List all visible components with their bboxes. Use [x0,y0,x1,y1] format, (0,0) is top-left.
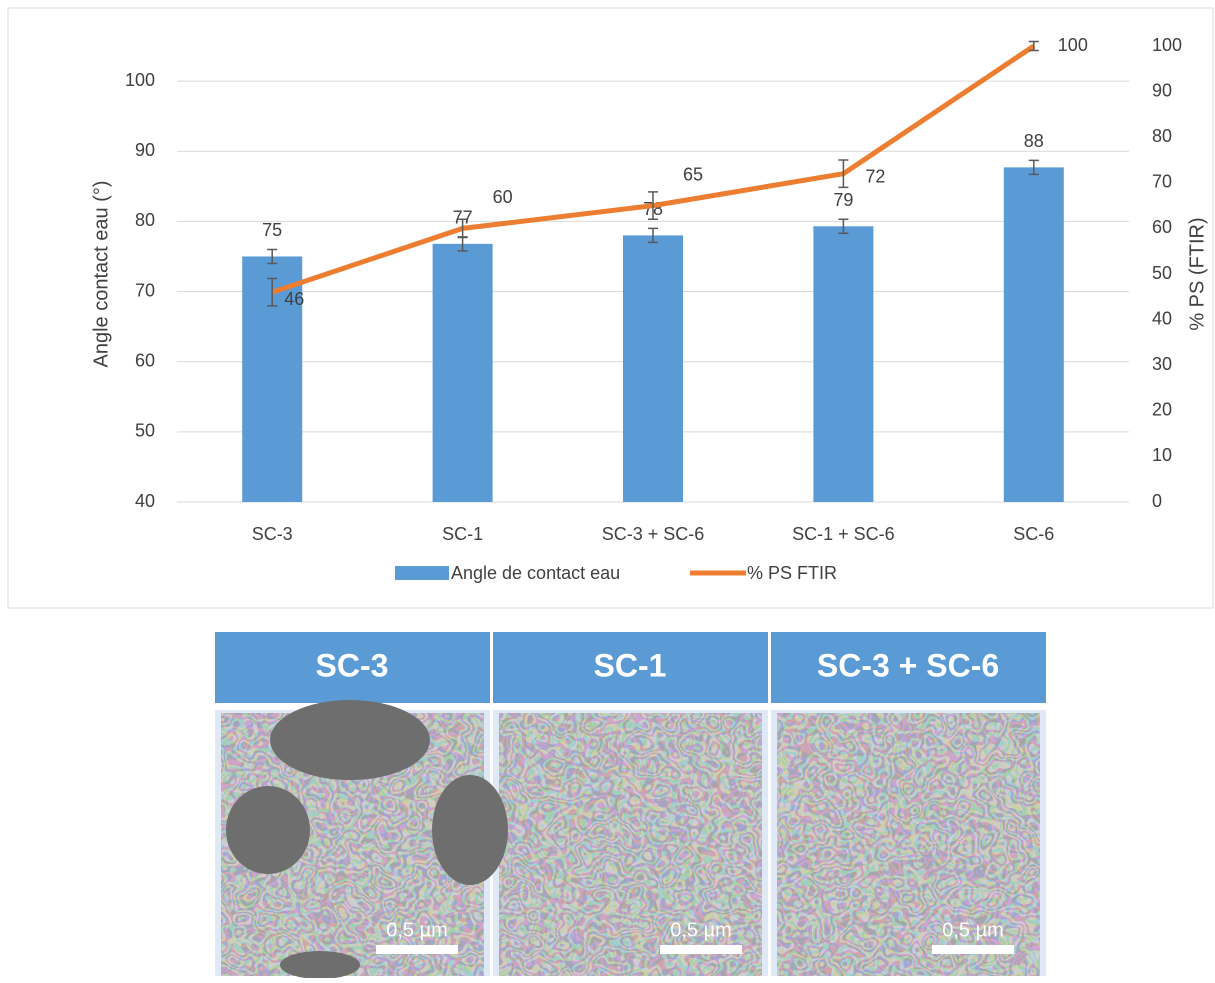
scale-label: 0,5 µm [386,919,448,941]
x-tick-label: SC-3 + SC-6 [602,524,705,544]
sem-image [499,713,762,976]
panel-label: SC-3 + SC-6 [817,647,999,683]
error-bar [838,159,849,189]
sem-image [777,713,1040,976]
panel-header [771,632,1046,703]
bar [813,226,874,502]
error-bar [1028,40,1039,52]
panel-label: SC-3 [316,647,389,683]
scale-bar [376,945,458,954]
y2-tick-label: 0 [1152,491,1162,511]
data-label: 75 [262,220,282,240]
error-bar [1028,159,1039,176]
scale-bar [660,945,742,954]
y-tick-label: 50 [135,421,155,441]
sem-panels: SC-3 SC-1 SC-3 + SC-6 0,5 µm 0,5 µm 0,5 … [215,632,1046,979]
y2-tick-label: 80 [1152,126,1172,146]
y-tick-label: 40 [135,491,155,511]
legend-swatch [395,566,449,580]
bar [432,243,493,502]
y2-tick-label: 20 [1152,400,1172,420]
legend-label: Angle de contact eau [451,563,620,583]
error-bar [457,218,468,239]
data-label: 72 [865,166,885,186]
legend-label: % PS FTIR [747,563,837,583]
y2-tick-label: 30 [1152,354,1172,374]
y2-tick-label: 10 [1152,445,1172,465]
bar [1003,167,1064,502]
data-label: 100 [1058,35,1088,55]
x-tick-label: SC-1 + SC-6 [792,524,895,544]
y2-tick-label: 100 [1152,35,1182,55]
scale-bar [932,945,1014,954]
data-label: 77 [453,208,473,228]
error-bar [267,248,278,265]
y-tick-label: 80 [135,210,155,230]
y2-tick-label: 70 [1152,172,1172,192]
y-tick-label: 70 [135,280,155,300]
y-axis-title: Angle contact eau (°) [90,181,112,368]
panel-header [493,632,768,703]
data-label: 88 [1024,131,1044,151]
data-label: 46 [284,289,304,309]
y-tick-label: 100 [125,70,155,90]
x-tick-label: SC-1 [442,524,483,544]
error-bar [267,277,278,307]
bar [623,235,683,502]
error-bar [838,218,849,235]
panel-header [215,632,490,703]
y-tick-label: 60 [135,350,155,370]
error-bar [648,191,658,221]
y2-tick-label: 50 [1152,263,1172,283]
panel-label: SC-1 [594,647,667,683]
sem-dark-domains [226,700,508,979]
y2-tick-label: 60 [1152,217,1172,237]
x-tick-label: SC-6 [1013,524,1054,544]
data-label: 65 [683,164,703,184]
scale-label: 0,5 µm [942,919,1004,941]
scale-label: 0,5 µm [670,919,732,941]
error-bar [648,227,658,244]
data-label: 60 [493,187,513,207]
data-label: 79 [833,190,853,210]
y2-axis-title: % PS (FTIR) [1186,217,1208,330]
y2-tick-label: 40 [1152,308,1172,328]
x-tick-label: SC-3 [252,524,293,544]
y-tick-label: 90 [135,140,155,160]
y2-tick-label: 90 [1152,80,1172,100]
